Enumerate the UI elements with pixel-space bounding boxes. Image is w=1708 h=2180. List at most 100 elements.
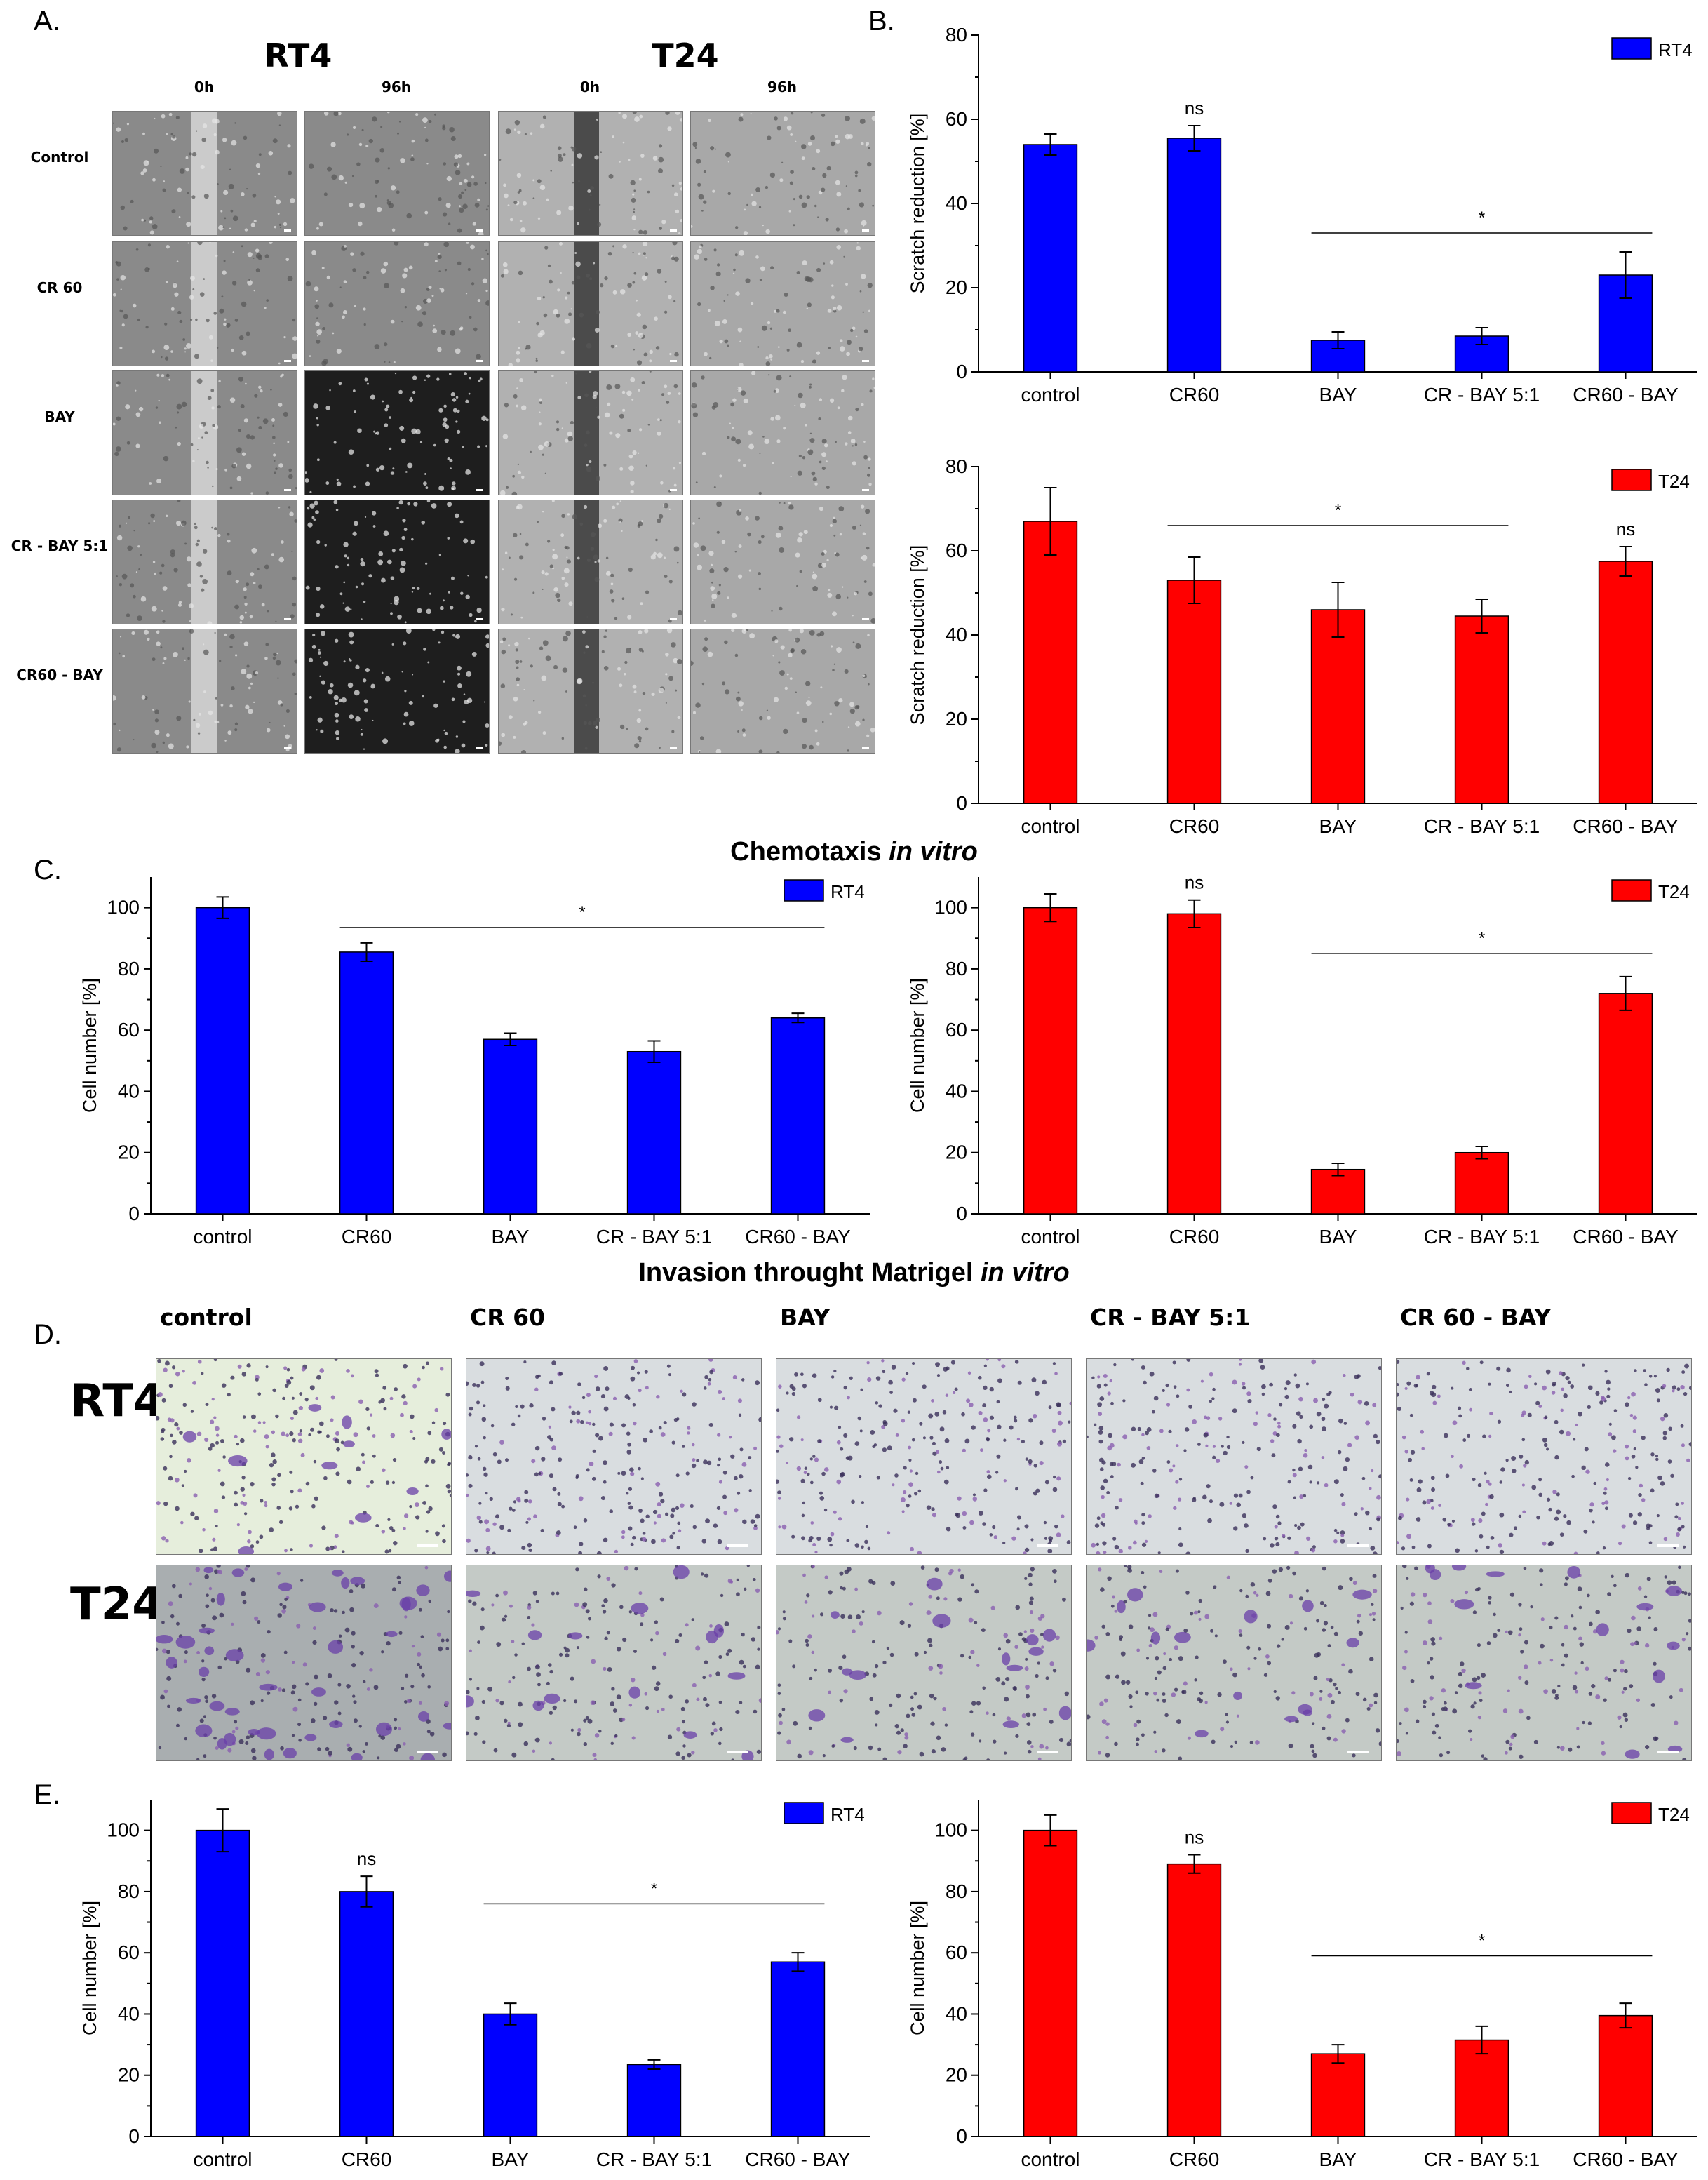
cell	[1538, 1478, 1542, 1482]
cell	[1153, 1691, 1157, 1696]
cell	[284, 1598, 288, 1601]
cell	[281, 1431, 285, 1436]
cell	[830, 1532, 835, 1537]
cell	[1097, 1751, 1102, 1755]
cell	[661, 393, 665, 396]
cell	[935, 1450, 940, 1455]
cell	[1470, 1704, 1475, 1709]
cell	[876, 1476, 880, 1480]
cell	[1621, 1690, 1625, 1694]
cell	[866, 734, 870, 737]
cell	[649, 359, 652, 363]
cell	[845, 442, 848, 446]
cell	[814, 1551, 818, 1554]
cell	[213, 527, 217, 530]
invaded-cell	[1652, 1669, 1665, 1683]
cell	[368, 574, 372, 578]
scale-bar	[284, 489, 291, 491]
cell	[745, 278, 751, 283]
cell	[796, 342, 802, 348]
cell	[685, 1699, 689, 1704]
cell	[1003, 1479, 1007, 1483]
cell	[1606, 1394, 1611, 1398]
cell	[894, 1473, 899, 1478]
cell	[727, 161, 729, 163]
cell	[767, 321, 771, 325]
cell	[752, 1577, 756, 1581]
cell	[354, 690, 360, 696]
cell	[664, 310, 668, 314]
cell	[606, 1577, 611, 1581]
cell	[922, 1436, 927, 1440]
cell	[619, 161, 621, 163]
cell	[278, 507, 281, 509]
cell	[1242, 1386, 1246, 1390]
cell	[325, 406, 330, 410]
cell	[1376, 1494, 1381, 1500]
cell	[789, 181, 793, 185]
cell	[1174, 1687, 1178, 1692]
cell	[673, 384, 678, 389]
cell	[697, 248, 702, 255]
cell	[669, 352, 672, 356]
cell	[777, 1692, 781, 1695]
cell	[288, 506, 291, 509]
cell	[800, 144, 807, 149]
cell	[185, 167, 189, 172]
cell	[652, 156, 658, 161]
cell	[1378, 1474, 1381, 1479]
cell	[949, 1568, 954, 1574]
cell	[290, 198, 295, 203]
cell	[255, 268, 260, 273]
cell	[553, 309, 559, 315]
cell	[1578, 1605, 1582, 1610]
cell	[624, 673, 626, 676]
cell	[849, 708, 855, 714]
cell	[1549, 1541, 1554, 1546]
bar	[1166, 913, 1222, 1215]
cell	[643, 230, 648, 235]
cell	[182, 647, 184, 650]
cell	[425, 1484, 429, 1488]
cell	[645, 727, 649, 731]
cell	[1253, 1657, 1257, 1660]
cell	[208, 335, 213, 340]
cell	[1372, 1403, 1377, 1407]
cell	[215, 149, 220, 155]
cell	[1634, 1641, 1637, 1645]
cell	[833, 516, 835, 519]
cell	[178, 215, 181, 218]
cell	[723, 300, 725, 302]
cell	[1056, 1476, 1061, 1481]
cell	[485, 634, 489, 639]
cell	[701, 682, 705, 686]
cell	[176, 260, 179, 262]
cell	[678, 232, 681, 235]
cell	[692, 522, 695, 525]
invaded-cell	[1625, 1749, 1640, 1759]
cell	[491, 1603, 495, 1607]
cell	[908, 1602, 913, 1606]
cell	[450, 606, 454, 610]
cell	[1253, 1591, 1257, 1595]
cell	[333, 1545, 337, 1549]
cell	[586, 1468, 590, 1472]
cell	[1040, 1633, 1044, 1637]
cell	[1267, 1624, 1272, 1629]
cell	[1178, 1542, 1183, 1548]
cell	[193, 1493, 198, 1498]
cell	[1636, 1626, 1641, 1631]
cell	[221, 295, 224, 298]
cell	[1406, 1577, 1409, 1580]
panel-d-col-cr60: CR 60	[470, 1304, 546, 1331]
cell	[290, 1690, 295, 1695]
cell	[700, 1572, 704, 1576]
cell	[1166, 1460, 1171, 1464]
cell	[242, 1493, 246, 1497]
cell	[570, 146, 573, 149]
cell	[1324, 1403, 1329, 1409]
cell	[474, 620, 477, 623]
cell	[709, 1624, 713, 1628]
cell	[1260, 1365, 1265, 1370]
cell	[833, 1369, 837, 1373]
